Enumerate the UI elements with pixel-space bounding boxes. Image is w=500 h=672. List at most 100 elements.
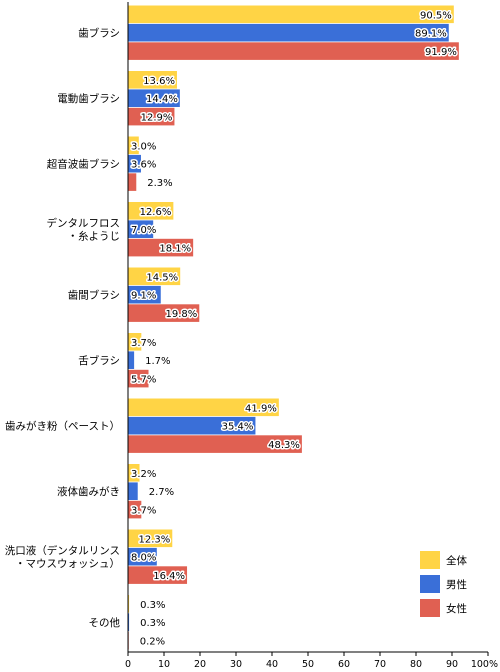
category-label-line: 舌ブラシ — [78, 354, 120, 367]
x-tick-label: 60 — [338, 659, 350, 670]
category-label: 洗口液（デンタルリンス・マウスウォッシュ） — [5, 544, 120, 570]
data-label: 48.3% — [268, 440, 300, 451]
bar-男性 — [128, 220, 154, 238]
data-label: 12.6% — [140, 207, 172, 218]
category-label: 歯間ブラシ — [68, 289, 120, 302]
bar-男性 — [128, 154, 141, 173]
data-label: 2.7% — [149, 487, 174, 498]
bar-女性 — [128, 107, 175, 126]
category-label: 歯みがき粉（ペースト） — [5, 420, 120, 433]
category-label-line: デンタルフロス — [47, 217, 121, 230]
bar-男性 — [128, 23, 449, 42]
category-label-line: 歯間ブラシ — [68, 289, 120, 302]
category-label-line: 超音波歯ブラシ — [47, 158, 120, 171]
bar-男性 — [128, 482, 138, 500]
x-tick-label: 90 — [446, 659, 458, 670]
x-tick-label: 0 — [125, 659, 131, 670]
data-label: 12.9% — [141, 113, 173, 124]
data-label: 3.2% — [131, 469, 156, 480]
bar-女性 — [128, 500, 142, 519]
bar-全体 — [128, 5, 454, 24]
data-label: 7.0% — [131, 225, 156, 236]
data-label: 35.4% — [222, 422, 254, 433]
bar-男性 — [128, 285, 161, 304]
category-label-line: 洗口液（デンタルリンス — [5, 544, 120, 557]
category-label-line: その他 — [89, 616, 121, 629]
bar-全体 — [128, 398, 279, 417]
x-axis: 0 10 20 30 40 50 60 70 80 90 100% — [125, 2, 498, 670]
category-label: 歯ブラシ — [78, 27, 120, 40]
data-label: 3.0% — [131, 141, 156, 152]
x-tick-label: 70 — [374, 659, 386, 670]
category-label-line: 液体歯みがき — [57, 485, 120, 498]
data-label: 1.7% — [145, 356, 170, 367]
bar-女性 — [128, 238, 194, 257]
category-label: 超音波歯ブラシ — [47, 158, 120, 171]
bar-女性 — [128, 566, 188, 584]
legend-label: 全体 — [446, 554, 467, 567]
data-label: 3.7% — [131, 506, 156, 517]
category-label-line: 電動歯ブラシ — [57, 92, 120, 105]
bar-全体 — [128, 595, 130, 613]
data-label: 14.4% — [146, 94, 178, 105]
x-tick-label: 80 — [410, 659, 422, 670]
data-label: 0.3% — [140, 618, 165, 629]
data-label: 3.6% — [131, 160, 156, 171]
data-label: 9.1% — [131, 291, 156, 302]
bar-女性 — [128, 369, 149, 388]
bar-男性 — [128, 613, 130, 631]
bar-全体 — [128, 529, 173, 548]
category-label: 液体歯みがき — [57, 485, 120, 498]
data-label: 0.3% — [140, 600, 165, 611]
data-label: 41.9% — [245, 403, 277, 414]
legend-swatch — [420, 599, 440, 617]
category-labels: 歯ブラシ電動歯ブラシ超音波歯ブラシデンタルフロス・糸ようじ歯間ブラシ舌ブラシ歯み… — [5, 27, 121, 630]
category-label: その他 — [89, 616, 121, 629]
bar-全体 — [128, 464, 140, 482]
bar-全体 — [128, 267, 181, 286]
category-label-line: 歯ブラシ — [78, 27, 120, 40]
data-label: 14.5% — [146, 272, 178, 283]
bar-男性 — [128, 416, 256, 435]
bar-女性 — [128, 173, 137, 191]
bar-全体 — [128, 136, 139, 155]
data-label: 16.4% — [153, 571, 185, 582]
category-label-line: 歯みがき粉（ペースト） — [5, 420, 120, 433]
bar-男性 — [128, 89, 180, 107]
data-label: 8.0% — [131, 553, 156, 564]
bar-女性 — [128, 435, 302, 453]
legend-label: 女性 — [446, 602, 467, 615]
bar-女性 — [128, 304, 200, 322]
data-label: 19.8% — [165, 309, 197, 320]
data-label: 3.7% — [131, 338, 156, 349]
x-tick-label: 20 — [194, 659, 206, 670]
bar-全体 — [128, 71, 177, 89]
x-tick-label: 30 — [230, 659, 242, 670]
legend-swatch — [420, 551, 440, 569]
category-label: 電動歯ブラシ — [57, 92, 120, 105]
data-label: 5.7% — [131, 375, 156, 386]
data-label: 18.1% — [159, 244, 191, 255]
bar-男性 — [128, 351, 135, 369]
bar-男性 — [128, 547, 157, 566]
data-label: 2.3% — [147, 178, 172, 189]
data-label: 0.2% — [140, 637, 165, 648]
x-tick-label: 40 — [266, 659, 278, 670]
data-label: 91.9% — [425, 47, 457, 58]
data-label: 12.3% — [138, 534, 170, 545]
x-tick-label: 50 — [302, 659, 314, 670]
data-label: 89.1% — [415, 29, 447, 40]
data-label: 13.6% — [143, 76, 175, 87]
category-label: デンタルフロス・糸ようじ — [47, 217, 121, 243]
x-tick-label: 100% — [471, 659, 498, 670]
bar-全体 — [128, 333, 142, 351]
data-label: 90.5% — [420, 10, 452, 21]
legend-swatch — [420, 575, 440, 593]
category-label-line: ・マウスウォッシュ） — [15, 558, 120, 570]
category-label-line: ・糸ようじ — [68, 231, 121, 243]
bar-女性 — [128, 42, 459, 60]
x-tick-label: 10 — [158, 659, 170, 670]
legend-label: 男性 — [446, 578, 467, 591]
